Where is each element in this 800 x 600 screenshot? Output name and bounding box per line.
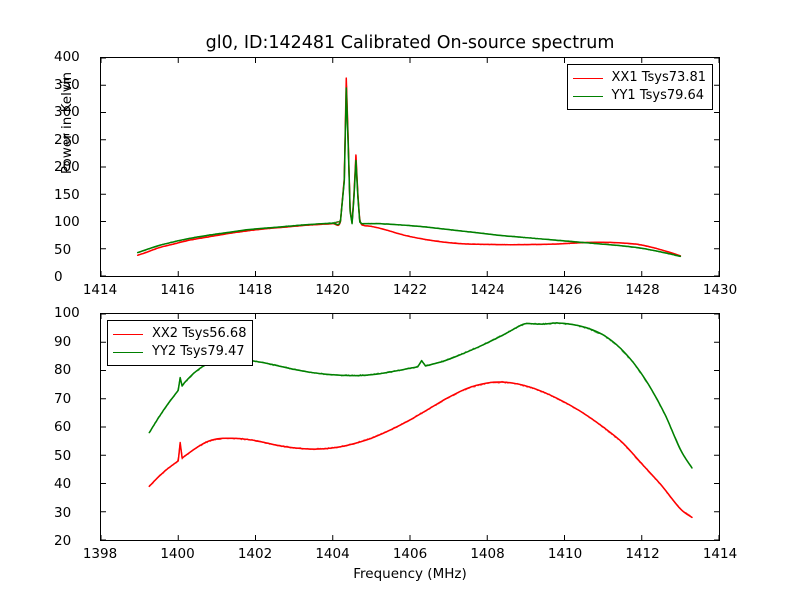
x-tick-label: 1424: [470, 282, 505, 298]
y-tick-label: 90: [54, 333, 72, 350]
y-tick-label: 250: [54, 131, 80, 148]
x-tick-label: 1412: [625, 546, 660, 562]
x-tick-label: 1398: [82, 546, 118, 562]
legend-bottom-entry: YY2 Tsys79.47: [113, 343, 246, 361]
x-tick-label: 1400: [160, 546, 195, 562]
legend-top: XX1 Tsys73.81 YY1 Tsys79.64: [566, 64, 713, 110]
x-tick-label: 1414: [82, 282, 118, 298]
x-tick-label: 1418: [237, 282, 273, 298]
x-tick-label: 1426: [547, 282, 583, 298]
data-series-noise: [137, 95, 681, 257]
legend-label: XX1 Tsys73.81: [611, 70, 706, 85]
x-tick-label: 1404: [315, 546, 350, 562]
plot-top: XX1 Tsys73.81 YY1 Tsys79.64: [100, 57, 720, 277]
y-tick-label: 60: [54, 419, 72, 435]
data-series-noise: [137, 85, 681, 257]
y-tick-label: 20: [54, 533, 72, 549]
x-tick-label: 1428: [625, 282, 660, 298]
y-tick-label: 40: [54, 476, 72, 492]
figure-title: gl0, ID:142481 Calibrated On-source spec…: [205, 33, 615, 53]
legend-line-swatch: [572, 77, 603, 79]
plot-top-canvas: [101, 58, 719, 276]
plot-bottom: XX2 Tsys56.68 YY2 Tsys79.47: [100, 313, 720, 541]
legend-label: YY1 Tsys79.64: [611, 88, 705, 103]
y-tick-label: 0: [54, 269, 63, 285]
x-tick-label: 1416: [160, 282, 195, 298]
legend-label: YY2 Tsys79.47: [152, 344, 245, 359]
y-tick-label: 30: [54, 504, 72, 521]
y-tick-label: 150: [54, 186, 80, 203]
y-tick-label: 50: [54, 447, 72, 464]
tick-marks: [101, 314, 719, 540]
y-tick-label: 400: [54, 49, 80, 65]
legend-line-swatch: [572, 95, 603, 97]
y-tick-label: 200: [54, 159, 80, 175]
y-axis-label-top: Power in Kelvin: [59, 71, 75, 175]
x-tick-label: 1406: [392, 546, 428, 562]
x-tick-label: 1414: [702, 546, 738, 562]
y-tick-label: 350: [54, 76, 80, 93]
x-axis-label-bottom: Frequency (MHz): [353, 566, 467, 582]
data-series-line: [148, 381, 693, 519]
legend-label: XX2 Tsys56.68: [152, 326, 247, 341]
x-tick-label: 1408: [470, 546, 505, 562]
x-tick-label: 1410: [547, 546, 583, 562]
y-tick-label: 100: [54, 214, 80, 230]
legend-bottom-entry: XX2 Tsys56.68: [113, 325, 246, 343]
y-tick-label: 80: [54, 362, 72, 378]
y-tick-label: 50: [54, 241, 72, 258]
y-tick-label: 300: [54, 104, 80, 120]
legend-top-entry: XX1 Tsys73.81: [572, 69, 706, 87]
legend-line-swatch: [113, 351, 143, 353]
y-tick-label: 100: [54, 305, 80, 321]
legend-line-swatch: [113, 333, 143, 335]
x-tick-label: 1430: [702, 282, 738, 298]
legend-bottom: XX2 Tsys56.68 YY2 Tsys79.47: [107, 320, 254, 366]
x-tick-label: 1402: [237, 546, 273, 562]
tick-marks: [101, 58, 719, 276]
y-tick-label: 70: [54, 390, 72, 407]
data-series-noise: [148, 380, 693, 518]
data-series-line: [136, 87, 682, 258]
x-tick-label: 1422: [392, 282, 428, 298]
x-tick-label: 1420: [315, 282, 350, 298]
legend-top-entry: YY1 Tsys79.64: [572, 87, 706, 105]
